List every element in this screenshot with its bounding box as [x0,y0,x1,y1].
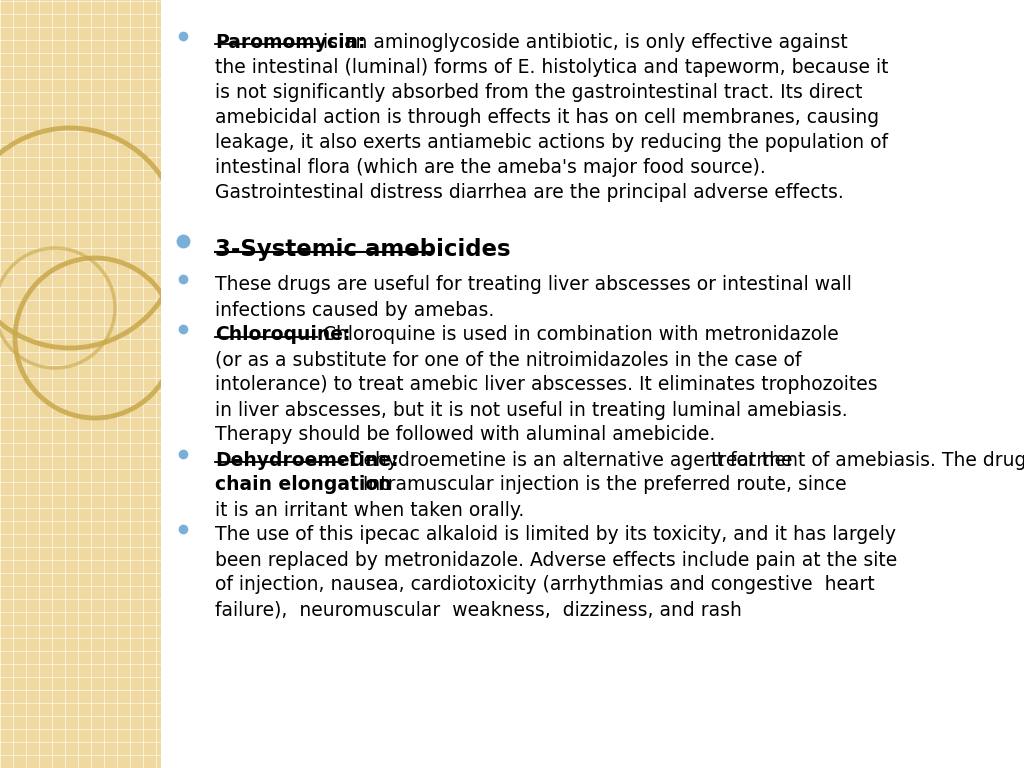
Text: Therapy should be followed with aluminal amebicide.: Therapy should be followed with aluminal… [215,425,715,445]
FancyBboxPatch shape [161,0,1024,768]
Text: been replaced by metronidazole. Adverse effects include pain at the site: been replaced by metronidazole. Adverse … [215,551,897,570]
Text: chain elongation: chain elongation [215,475,391,495]
Text: Dehydroemetine:: Dehydroemetine: [215,451,398,469]
Text: infections caused by amebas.: infections caused by amebas. [215,300,495,319]
Text: failure),  neuromuscular  weakness,  dizziness, and rash: failure), neuromuscular weakness, dizzin… [215,601,741,620]
Text: intestinal flora (which are the ameba's major food source).: intestinal flora (which are the ameba's … [215,158,766,177]
Text: Chloroquine is used in combination with metronidazole: Chloroquine is used in combination with … [317,326,839,345]
Text: the intestinal (luminal) forms of E. histolytica and tapeworm, because it: the intestinal (luminal) forms of E. his… [215,58,889,77]
Text: Paromomycin:: Paromomycin: [215,33,366,52]
Text: Dehydroemetine is an alternative agent for the: Dehydroemetine is an alternative agent f… [343,451,793,469]
Text: . Intramuscular injection is the preferred route, since: . Intramuscular injection is the preferr… [351,475,847,495]
Text: intolerance) to treat amebic liver abscesses. It eliminates trophozoites: intolerance) to treat amebic liver absce… [215,376,878,395]
Text: (or as a substitute for one of the nitroimidazoles in the case of: (or as a substitute for one of the nitro… [215,350,802,369]
Text: Gastrointestinal distress diarrhea are the principal adverse effects.: Gastrointestinal distress diarrhea are t… [215,183,844,202]
Text: of injection, nausea, cardiotoxicity (arrhythmias and congestive  heart: of injection, nausea, cardiotoxicity (ar… [215,575,874,594]
Text: The use of this ipecac alkaloid is limited by its toxicity, and it has largely: The use of this ipecac alkaloid is limit… [215,525,896,545]
Text: is not significantly absorbed from the gastrointestinal tract. Its direct: is not significantly absorbed from the g… [215,83,862,102]
Text: is an aminoglycoside antibiotic, is only effective against: is an aminoglycoside antibiotic, is only… [317,33,848,52]
Text: amebicidal action is through effects it has on cell membranes, causing: amebicidal action is through effects it … [215,108,880,127]
Text: These drugs are useful for treating liver abscesses or intestinal wall: These drugs are useful for treating live… [215,276,852,294]
Text: it is an irritant when taken orally.: it is an irritant when taken orally. [215,501,524,519]
Text: Chloroquine:: Chloroquine: [215,326,350,345]
Text: 3-Systemic amebicides: 3-Systemic amebicides [215,238,511,261]
Text: in liver abscesses, but it is not useful in treating luminal amebiasis.: in liver abscesses, but it is not useful… [215,400,848,419]
Text: treatment of amebiasis. The drug inhibits protein synthesis by: treatment of amebiasis. The drug inhibit… [711,451,1024,469]
Text: leakage, it also exerts antiamebic actions by reducing the population of: leakage, it also exerts antiamebic actio… [215,133,888,152]
